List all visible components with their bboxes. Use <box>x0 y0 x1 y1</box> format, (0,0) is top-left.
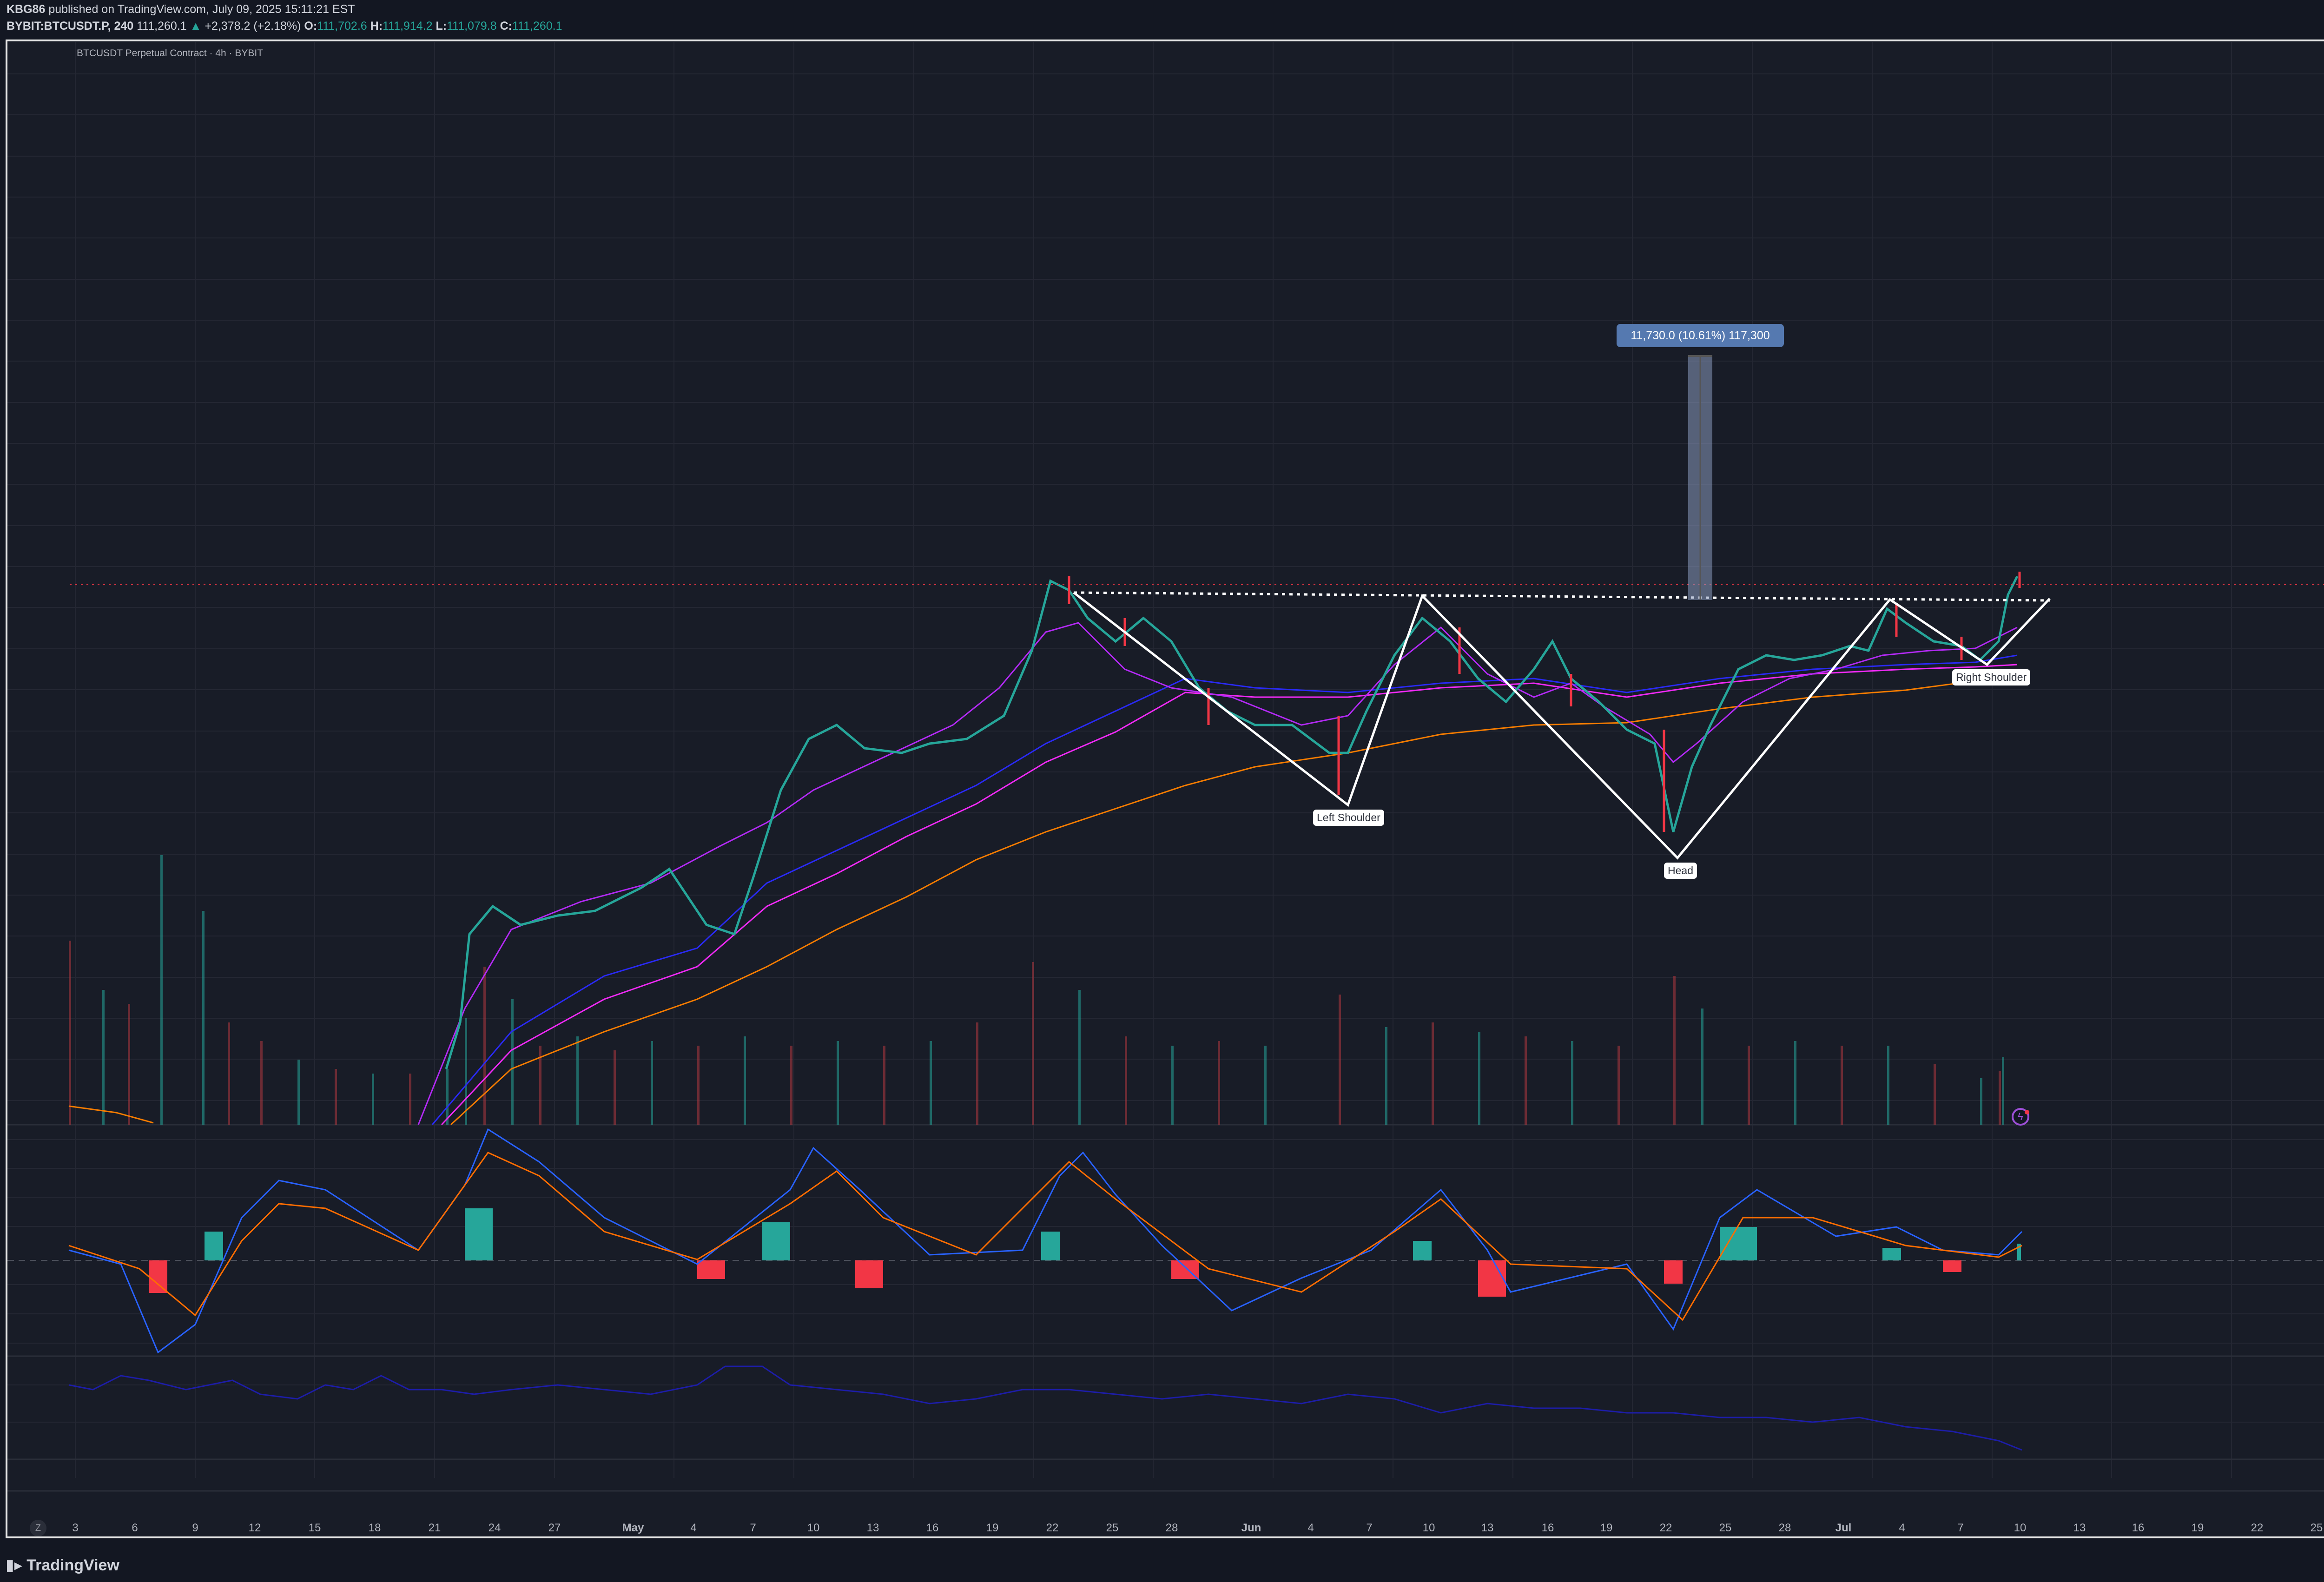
close-value: 111,260.1 <box>512 20 562 33</box>
symbol-info: BYBIT:BTCUSDT.P, 240 111,260.1 ▲ +2,378.… <box>7 20 562 33</box>
time-tick: 10 <box>2014 1522 2027 1534</box>
time-tick: 16 <box>2132 1522 2145 1534</box>
time-tick: 18 <box>368 1522 381 1534</box>
high-value: 111,914.2 <box>383 20 433 33</box>
ma-purple <box>417 622 2018 1125</box>
time-tick: 7 <box>1366 1522 1373 1534</box>
time-tick: 24 <box>488 1522 501 1534</box>
brand-name: TradingView <box>26 1556 119 1574</box>
time-tick: 4 <box>690 1522 697 1534</box>
time-tick: 27 <box>548 1522 561 1534</box>
vertical-gridlines <box>75 42 2232 1478</box>
time-tick: 4 <box>1899 1522 1905 1534</box>
price-path <box>445 575 2019 1069</box>
time-tick: 19 <box>986 1522 999 1534</box>
tv-logo-icon: ▮▸ <box>6 1556 27 1574</box>
time-tick: 22 <box>1046 1522 1059 1534</box>
time-tick: 21 <box>428 1522 441 1534</box>
time-tick-month: Jul <box>1835 1522 1852 1534</box>
scroll-left-button[interactable]: Z <box>30 1520 46 1536</box>
time-tick: 13 <box>866 1522 879 1534</box>
time-tick: 25 <box>1719 1522 1732 1534</box>
volume-bars <box>69 855 2004 1125</box>
notification-dot <box>2025 1110 2029 1114</box>
symbol-interval: BYBIT:BTCUSDT.P, 240 <box>7 20 134 33</box>
tradingview-logo[interactable]: ▮▸ TradingView <box>6 1556 119 1575</box>
time-tick: 15 <box>308 1522 321 1534</box>
last-price: 111,260.1 <box>137 20 187 33</box>
up-arrow-icon: ▲ <box>190 20 202 33</box>
ma-orange <box>450 675 2018 1126</box>
head-label[interactable]: Head <box>1664 863 1697 879</box>
time-tick: 22 <box>1659 1522 1672 1534</box>
neckline <box>1073 591 2050 602</box>
horizontal-gridlines <box>7 73 2324 1423</box>
time-tick: 10 <box>1422 1522 1435 1534</box>
time-tick: 13 <box>2073 1522 2086 1534</box>
author[interactable]: KBG86 <box>7 3 46 16</box>
time-tick: 19 <box>1600 1522 1613 1534</box>
time-tick: 3 <box>72 1522 79 1534</box>
ma-blue <box>431 654 2018 1125</box>
time-tick: 9 <box>192 1522 198 1534</box>
open-label: O: <box>304 20 317 33</box>
volume-ma-line <box>68 1105 154 1124</box>
time-tick-month: Jun <box>1241 1522 1261 1534</box>
open-value: 111,702.6 <box>317 20 367 33</box>
time-tick: 16 <box>1541 1522 1554 1534</box>
time-tick: 25 <box>2310 1522 2323 1534</box>
low-value: 111,079.8 <box>447 20 497 33</box>
time-tick: 4 <box>1307 1522 1314 1534</box>
low-label: L: <box>436 20 447 33</box>
time-tick: 25 <box>1106 1522 1119 1534</box>
chart-frame[interactable] <box>6 40 2324 1538</box>
time-tick: 6 <box>132 1522 138 1534</box>
high-label: H: <box>370 20 383 33</box>
time-tick: 7 <box>750 1522 756 1534</box>
chart-title: BTCUSDT Perpetual Contract · 4h · BYBIT <box>77 48 264 59</box>
time-tick: 28 <box>1165 1522 1178 1534</box>
time-tick: 7 <box>1957 1522 1964 1534</box>
measure-label[interactable]: 11,730.0 (10.61%) 117,300 <box>1617 324 1784 347</box>
published-text: published on TradingView.com, July 09, 2… <box>48 3 355 16</box>
time-tick: 16 <box>926 1522 939 1534</box>
time-tick: 12 <box>248 1522 261 1534</box>
close-label: C: <box>500 20 512 33</box>
publish-info: KBG86 published on TradingView.com, July… <box>7 3 355 16</box>
signal-line <box>68 1152 2022 1321</box>
oscillator-line <box>68 1365 2022 1451</box>
time-tick: 13 <box>1481 1522 1494 1534</box>
left-shoulder-label[interactable]: Left Shoulder <box>1313 810 1384 826</box>
head-and-shoulders-pattern <box>1073 592 2051 860</box>
right-shoulder-label[interactable]: Right Shoulder <box>1952 669 2031 686</box>
time-tick-month: May <box>622 1522 644 1534</box>
time-tick: 28 <box>1778 1522 1791 1534</box>
ma-magenta <box>441 664 2018 1126</box>
price-change: +2,378.2 (+2.18%) <box>205 20 301 33</box>
time-tick: 19 <box>2191 1522 2204 1534</box>
macd-line <box>68 1128 2023 1354</box>
bearish-candle-marks <box>1068 572 2021 832</box>
time-tick: 22 <box>2251 1522 2264 1534</box>
time-tick: 10 <box>807 1522 820 1534</box>
macd-histogram <box>149 1208 2021 1297</box>
